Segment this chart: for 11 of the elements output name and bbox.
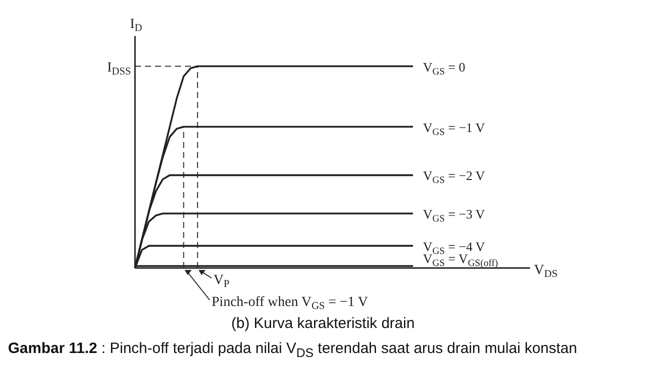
series-label: V$_{GS}$ = 0	[423, 59, 466, 77]
text: Gambar 11.2 : Pinch-off terjadi pada nilai V$_{DS}$ terendah saat arus drain mulai konstan	[8, 340, 578, 360]
text: V$_{P}$	[214, 273, 230, 290]
ref-line-label: I$_{DSS}$	[107, 60, 132, 78]
text: Pinch-off when V$_{GS}$ = −1 V	[212, 295, 368, 312]
series-label: V$_{GS}$ = −1 V	[423, 120, 486, 138]
text: V$_{DS}$	[534, 263, 558, 280]
series-label: V$_{GS}$ = −2 V	[423, 168, 486, 186]
y-axis-title: I$_{D}$	[130, 17, 143, 34]
series-label: V$_{GS}$ = −3 V	[423, 206, 486, 224]
text: (b) Kurva karakteristik drain	[231, 315, 415, 332]
